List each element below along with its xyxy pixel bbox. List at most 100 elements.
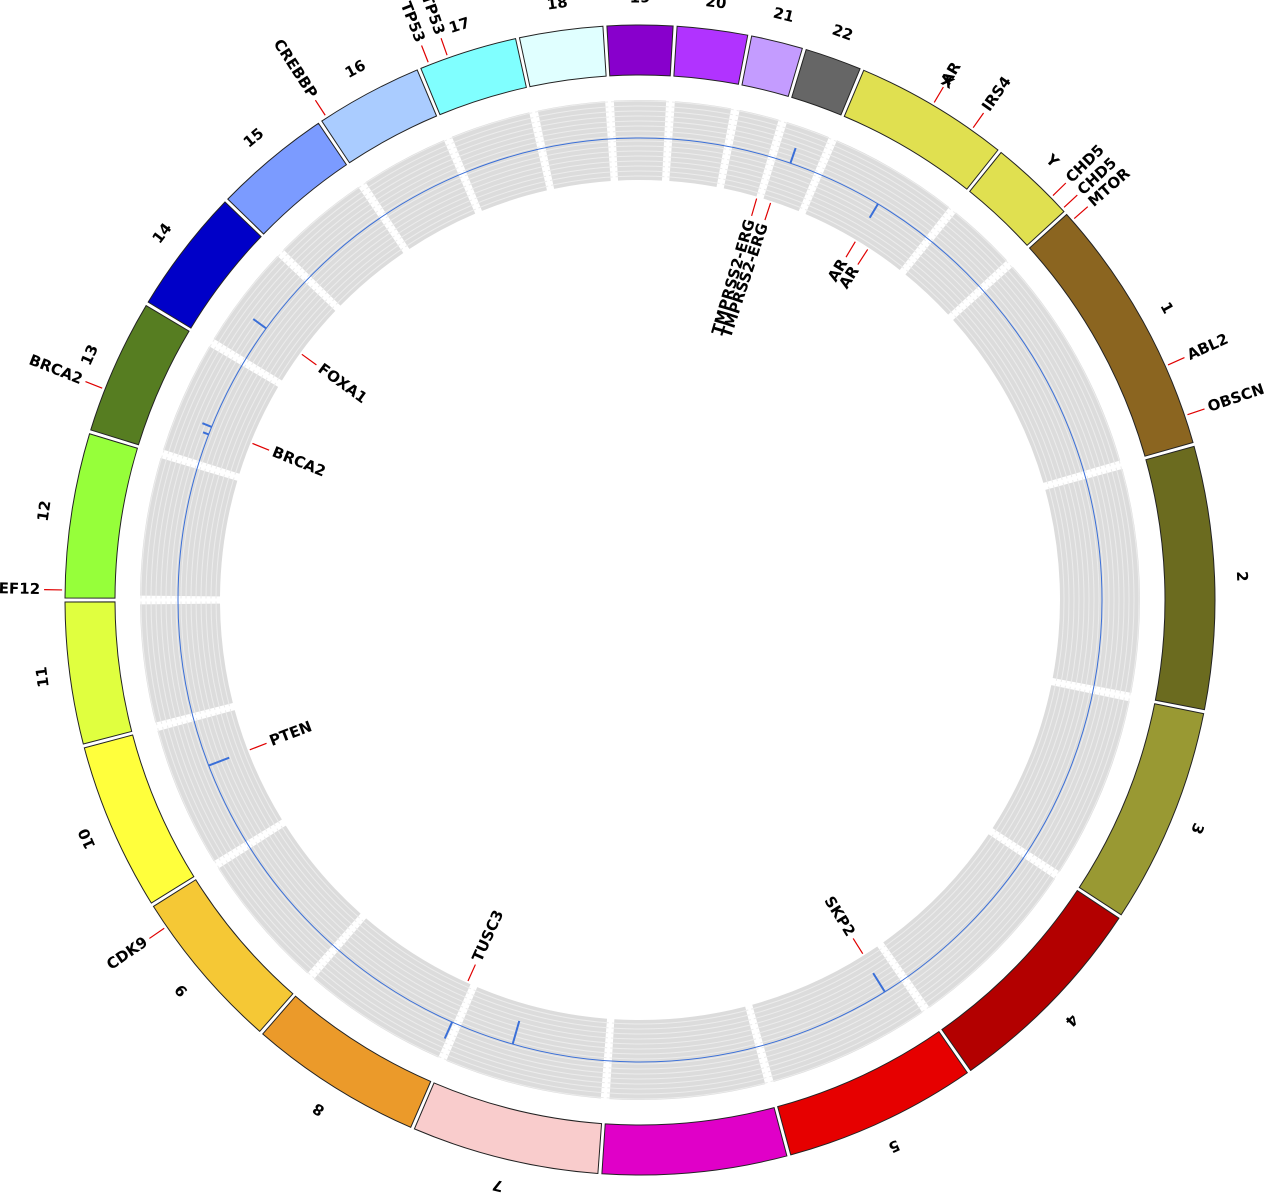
track-divider xyxy=(277,250,341,311)
gene-tick xyxy=(1052,182,1067,197)
chromosome-label: 3 xyxy=(1187,820,1208,836)
copy-number-spike xyxy=(202,431,210,436)
gene-label: BRCA2 xyxy=(26,351,85,388)
track-divider xyxy=(1041,462,1124,489)
copy-number-spike xyxy=(872,972,886,993)
chromosome-band xyxy=(606,24,674,77)
chromosome-label: 17 xyxy=(447,14,472,37)
track-divider xyxy=(877,941,929,1013)
gene-tick xyxy=(85,381,103,389)
track-divider xyxy=(746,1003,772,1086)
copy-number-spike xyxy=(868,203,879,219)
copy-number-spike xyxy=(208,756,230,767)
gene-label: CDK9 xyxy=(103,933,151,974)
chromosome-band xyxy=(413,1082,603,1174)
gene-tick xyxy=(1187,408,1205,416)
chromosome-label: 1 xyxy=(1157,299,1178,317)
copy-number-spike xyxy=(252,318,267,330)
gene-label: TUSC3 xyxy=(468,907,507,964)
track-segment xyxy=(140,603,233,723)
chromosome-label: 16 xyxy=(342,56,369,82)
copy-number-spike xyxy=(511,1020,521,1045)
gene-tick xyxy=(1063,194,1078,208)
chromosome-label: 6 xyxy=(692,1190,704,1194)
chromosome-band xyxy=(843,69,999,190)
chromosome-label: 9 xyxy=(171,981,191,1001)
chromosome-band xyxy=(673,25,749,85)
track-divider xyxy=(948,261,1013,320)
track-divider xyxy=(718,106,738,190)
track-segment xyxy=(451,112,547,211)
gene-label: PTEN xyxy=(267,717,315,750)
chromosome-label: 13 xyxy=(77,342,102,368)
track-divider xyxy=(799,136,836,215)
chromosome-label: 14 xyxy=(149,219,176,247)
chromosome-band xyxy=(152,879,294,1033)
gene-tick xyxy=(857,249,869,265)
gene-tick xyxy=(1167,357,1185,366)
gene-label: CREBBP xyxy=(270,36,321,102)
chromosome-band xyxy=(64,601,133,745)
gene-tick xyxy=(467,964,476,982)
track-divider xyxy=(308,913,366,979)
gene-tick xyxy=(440,37,448,56)
gene-tick xyxy=(751,198,758,217)
chromosome-band xyxy=(321,69,438,164)
chromosome-band xyxy=(262,995,432,1128)
chromosome-label: 2 xyxy=(1233,571,1251,582)
chromosome-label: 22 xyxy=(830,21,856,45)
track-divider xyxy=(531,109,553,192)
chromosome-label: 10 xyxy=(74,826,99,852)
chromosome-band xyxy=(601,1106,788,1176)
gene-label: ABL2 xyxy=(1184,330,1231,364)
track-divider xyxy=(445,135,481,215)
gene-tick xyxy=(249,742,267,751)
chromosome-band xyxy=(1145,445,1216,711)
gene-label: OBSCN xyxy=(1205,380,1266,416)
gene-tick xyxy=(252,442,270,451)
track-divider xyxy=(757,118,785,200)
chromosome-band xyxy=(83,734,195,904)
track-segment xyxy=(953,266,1121,483)
track-divider xyxy=(664,98,673,183)
track-gridline xyxy=(215,175,1065,1025)
track-segment xyxy=(609,1006,766,1100)
gene-label: SKP2 xyxy=(820,893,859,940)
chromosome-label: 15 xyxy=(240,124,268,151)
chromosome-label: 11 xyxy=(32,666,53,689)
track-segment xyxy=(723,110,779,197)
gene-tick xyxy=(845,241,856,258)
gene-tick xyxy=(764,202,772,221)
chromosome-label: 8 xyxy=(309,1099,327,1120)
copy-number-spike xyxy=(789,147,797,164)
chromosome-band xyxy=(1028,213,1194,457)
chromosome-label: 4 xyxy=(1061,1010,1081,1030)
track-divider xyxy=(603,1016,613,1101)
copy-number-spike xyxy=(443,1021,454,1039)
chromosome-label: 5 xyxy=(886,1136,903,1157)
track-divider xyxy=(1049,679,1133,699)
gene-tick xyxy=(301,353,317,366)
track-divider xyxy=(440,983,477,1062)
gene-tick xyxy=(852,938,864,955)
gene-tick xyxy=(149,927,165,939)
track-segment xyxy=(218,825,361,974)
gene-label: FOXA1 xyxy=(315,360,371,408)
gene-tick xyxy=(933,86,944,103)
chromosome-label: 18 xyxy=(546,0,569,14)
gene-label: ARHGEF12 xyxy=(0,578,40,598)
chromosome-band xyxy=(741,35,803,97)
chromosome-label: 19 xyxy=(630,0,651,7)
chromosome-band xyxy=(64,433,139,599)
chromosome-label: 21 xyxy=(771,4,796,26)
chromosome-band xyxy=(147,201,262,329)
chromosome-band xyxy=(518,25,607,88)
chromosome-label: 12 xyxy=(34,499,55,522)
track-segment xyxy=(1045,468,1140,693)
track-divider xyxy=(359,182,409,254)
chromosome-band xyxy=(791,48,861,116)
track-segment xyxy=(313,918,471,1058)
track-segment xyxy=(446,987,608,1099)
